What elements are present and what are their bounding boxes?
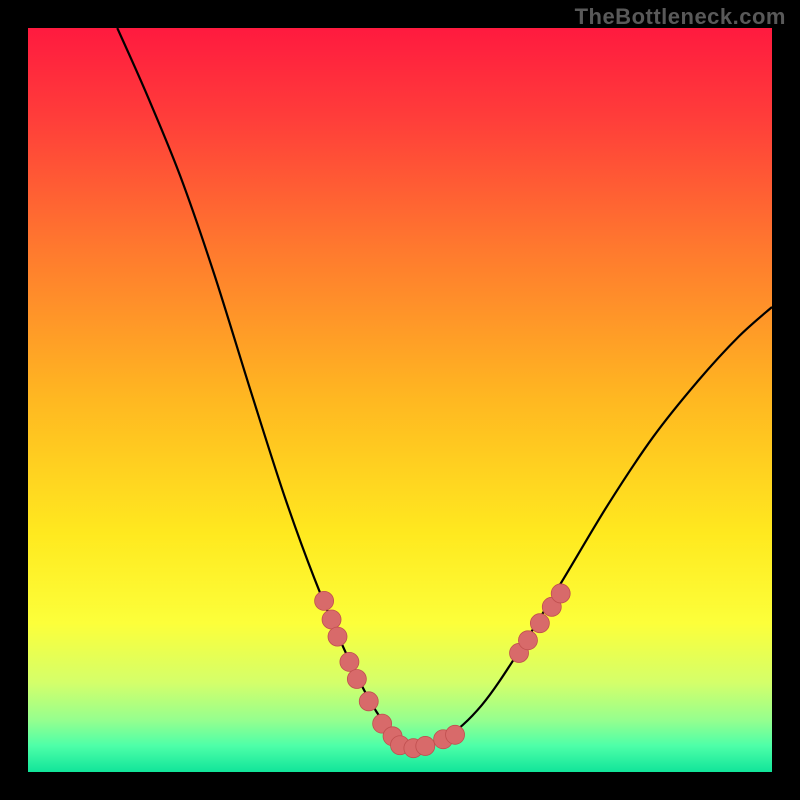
outer-frame: TheBottleneck.com — [0, 0, 800, 800]
left-marker — [347, 670, 366, 689]
left-marker — [322, 610, 341, 629]
right-marker — [551, 584, 570, 603]
left-marker — [328, 627, 347, 646]
watermark-text: TheBottleneck.com — [575, 4, 786, 30]
right-marker — [518, 631, 537, 650]
bottleneck-curve — [117, 28, 772, 750]
curve-layer — [28, 28, 772, 772]
bottom-marker — [446, 725, 465, 744]
plot-area — [28, 28, 772, 772]
left-marker — [340, 652, 359, 671]
curve-markers — [315, 584, 571, 758]
right-marker — [530, 614, 549, 633]
left-marker — [315, 591, 334, 610]
left-marker — [359, 692, 378, 711]
bottom-marker — [416, 736, 435, 755]
